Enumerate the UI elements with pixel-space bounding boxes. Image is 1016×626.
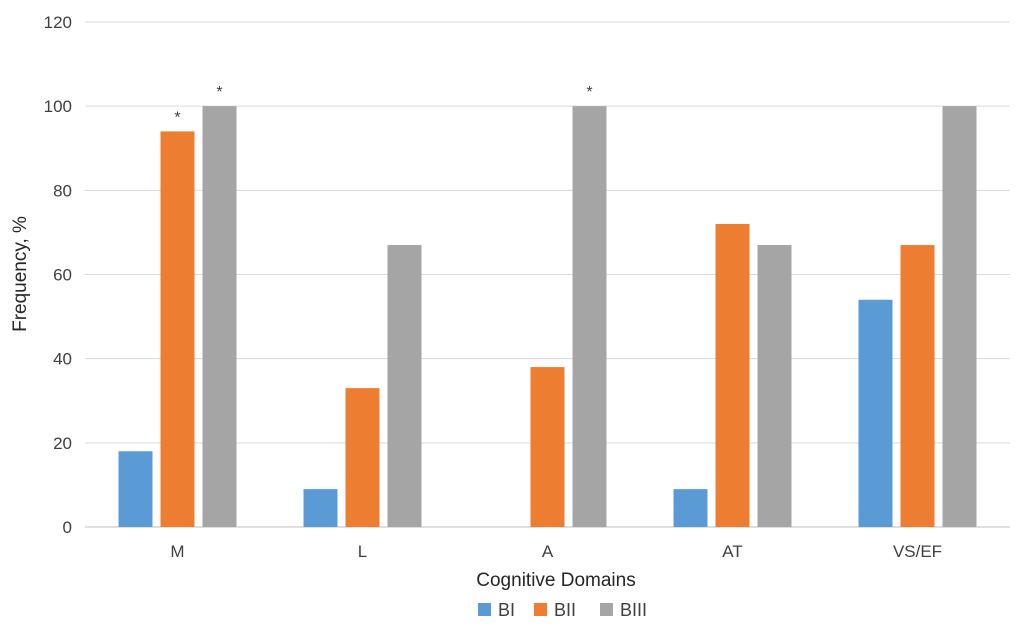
y-tick-label: 80 bbox=[53, 181, 72, 200]
x-tick-label: M bbox=[170, 542, 184, 561]
bar-BIII-L bbox=[387, 245, 422, 527]
significance-marker: * bbox=[174, 109, 180, 126]
bar-BII-M bbox=[160, 131, 195, 527]
x-axis-ticks: M L A AT VS/EF bbox=[170, 542, 942, 561]
bar-BI-VS-EF bbox=[858, 299, 893, 527]
bars bbox=[118, 106, 977, 528]
x-tick-label: L bbox=[358, 542, 367, 561]
gridlines bbox=[85, 21, 1010, 528]
x-axis-title: Cognitive Domains bbox=[476, 570, 635, 591]
legend: BI BII BIII bbox=[478, 600, 647, 620]
bar-BII-AT bbox=[715, 224, 750, 527]
x-tick-label: A bbox=[542, 542, 554, 561]
bar-BIII-AT bbox=[757, 245, 792, 527]
y-axis-ticks: 0 20 40 60 80 100 120 bbox=[44, 13, 72, 537]
legend-label-BII: BII bbox=[554, 600, 576, 620]
y-tick-label: 40 bbox=[53, 350, 72, 369]
legend-swatch-BII bbox=[534, 603, 547, 616]
legend-swatch-BI bbox=[478, 603, 491, 616]
bar-BIII-A bbox=[572, 106, 607, 528]
y-tick-label: 0 bbox=[63, 518, 72, 537]
bar-BII-VS-EF bbox=[900, 245, 935, 527]
legend-label-BI: BI bbox=[498, 600, 515, 620]
y-axis-title: Frequency, % bbox=[10, 216, 31, 332]
x-tick-label: AT bbox=[722, 542, 742, 561]
bar-BIII-VS-EF bbox=[942, 106, 977, 528]
bar-BII-L bbox=[345, 388, 380, 527]
bar-BII-A bbox=[530, 367, 565, 527]
significance-marker: * bbox=[586, 84, 592, 101]
bar-BIII-M bbox=[202, 106, 237, 528]
annotations: * * * bbox=[174, 84, 592, 126]
x-tick-label: VS/EF bbox=[893, 542, 942, 561]
bar-BI-L bbox=[303, 489, 338, 527]
y-tick-label: 20 bbox=[53, 434, 72, 453]
bar-BI-AT bbox=[673, 489, 708, 527]
legend-swatch-BIII bbox=[600, 603, 613, 616]
y-tick-label: 120 bbox=[44, 13, 72, 32]
y-tick-label: 60 bbox=[53, 266, 72, 285]
y-tick-label: 100 bbox=[44, 97, 72, 116]
bar-BI-M bbox=[118, 451, 153, 527]
significance-marker: * bbox=[216, 84, 222, 101]
legend-label-BIII: BIII bbox=[620, 600, 647, 620]
